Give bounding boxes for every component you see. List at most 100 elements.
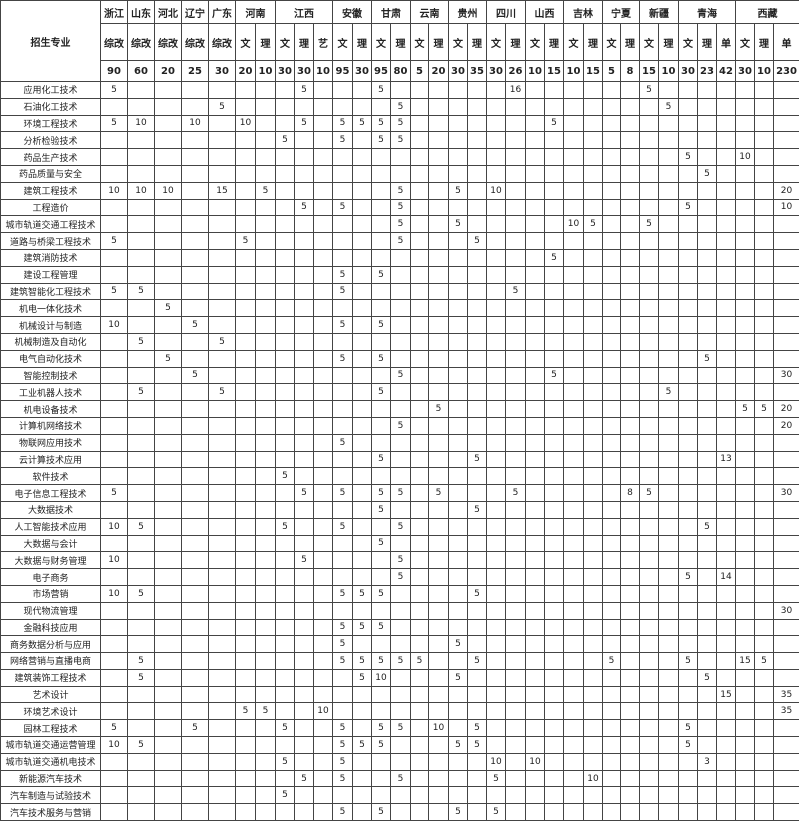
quota-cell: [353, 753, 372, 770]
quota-cell: [506, 569, 526, 586]
quota-cell: [679, 82, 698, 99]
quota-cell: [717, 485, 736, 502]
quota-cell: [276, 737, 295, 754]
quota-cell: [182, 350, 209, 367]
quota-cell: [564, 686, 584, 703]
quota-cell: [717, 669, 736, 686]
quota-cell: [621, 115, 640, 132]
quota-cell: [155, 82, 182, 99]
quota-cell: [256, 132, 276, 149]
quota-cell: [506, 401, 526, 418]
quota-cell: [449, 115, 468, 132]
quota-cell: [736, 518, 755, 535]
quota-cell: 5: [333, 132, 353, 149]
quota-cell: [487, 367, 506, 384]
quota-cell: [545, 653, 564, 670]
quota-cell: [564, 636, 584, 653]
quota-cell: [659, 686, 679, 703]
quota-cell: [209, 317, 236, 334]
quota-cell: [449, 249, 468, 266]
quota-cell: [487, 720, 506, 737]
quota-cell: [295, 417, 314, 434]
quota-cell: [256, 434, 276, 451]
quota-cell: [698, 804, 717, 821]
quota-cell: [640, 300, 659, 317]
quota-cell: [506, 703, 526, 720]
quota-cell: [333, 417, 353, 434]
quota-cell: [545, 317, 564, 334]
quota-cell: [506, 182, 526, 199]
quota-cell: [236, 737, 256, 754]
quota-cell: [717, 350, 736, 367]
quota-cell: [236, 518, 256, 535]
quota-cell: [295, 804, 314, 821]
quota-cell: [411, 149, 429, 166]
quota-cell: [295, 451, 314, 468]
quota-cell: [621, 602, 640, 619]
quota-cell: [101, 602, 128, 619]
quota-cell: [621, 384, 640, 401]
quota-cell: 5: [640, 485, 659, 502]
quota-cell: [276, 602, 295, 619]
quota-cell: [736, 283, 755, 300]
quota-cell: [449, 468, 468, 485]
province-header: 吉林: [564, 1, 603, 24]
province-header: 云南: [411, 1, 449, 24]
major-name: 建筑消防技术: [1, 249, 101, 266]
quota-cell: [526, 434, 545, 451]
quota-cell: [698, 653, 717, 670]
quota-cell: [774, 619, 799, 636]
quota-cell: [391, 804, 411, 821]
quota-cell: [468, 686, 487, 703]
quota-cell: [155, 703, 182, 720]
quota-cell: [659, 451, 679, 468]
quota-cell: [679, 165, 698, 182]
quota-cell: [717, 249, 736, 266]
quota-cell: 5: [468, 451, 487, 468]
quota-cell: [584, 283, 603, 300]
quota-cell: [584, 485, 603, 502]
quota-cell: 5: [236, 703, 256, 720]
quota-cell: [256, 417, 276, 434]
quota-cell: [506, 468, 526, 485]
quota-cell: [295, 401, 314, 418]
quota-cell: [526, 703, 545, 720]
quota-cell: [603, 703, 621, 720]
quota-cell: 5: [276, 468, 295, 485]
quota-cell: 10: [155, 182, 182, 199]
quota-cell: [101, 266, 128, 283]
quota-cell: 15: [209, 182, 236, 199]
quota-cell: [429, 165, 449, 182]
quota-cell: [314, 233, 333, 250]
quota-cell: [659, 602, 679, 619]
quota-cell: 5: [391, 216, 411, 233]
quota-cell: [717, 535, 736, 552]
quota-cell: [545, 535, 564, 552]
quota-cell: 5: [391, 552, 411, 569]
quota-cell: [774, 653, 799, 670]
category-header: 理: [391, 24, 411, 61]
quota-cell: [698, 585, 717, 602]
quota-cell: [411, 350, 429, 367]
quota-cell: [659, 501, 679, 518]
quota-cell: 5: [128, 384, 155, 401]
major-name: 大数据技术: [1, 501, 101, 518]
quota-cell: [333, 149, 353, 166]
quota-cell: [506, 787, 526, 804]
quota-total: 30: [679, 61, 698, 82]
quota-total: 20: [429, 61, 449, 82]
quota-cell: [295, 619, 314, 636]
quota-cell: [155, 686, 182, 703]
quota-cell: 5: [295, 770, 314, 787]
quota-cell: [640, 720, 659, 737]
quota-cell: [333, 787, 353, 804]
quota-cell: [621, 417, 640, 434]
quota-cell: [564, 199, 584, 216]
quota-cell: [209, 165, 236, 182]
quota-cell: 5: [333, 266, 353, 283]
quota-cell: [640, 686, 659, 703]
quota-cell: [333, 401, 353, 418]
quota-cell: [391, 737, 411, 754]
